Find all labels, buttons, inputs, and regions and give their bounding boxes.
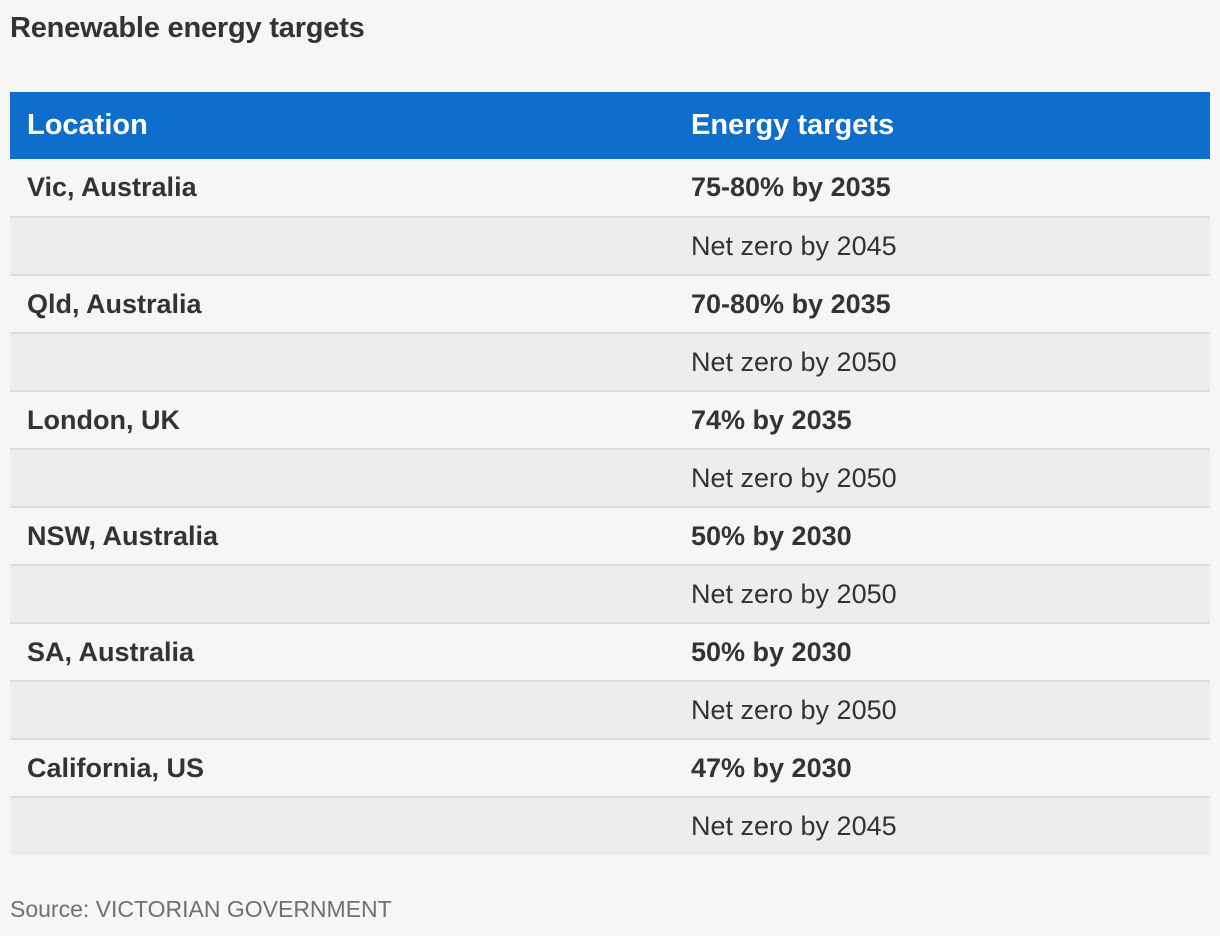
table-body: Vic, Australia 75-80% by 2035 Net zero b… [10,159,1210,855]
table-row: Net zero by 2050 [10,680,1210,739]
location-cell: Qld, Australia [10,274,674,333]
chart-title: Renewable energy targets [10,12,365,44]
location-cell: SA, Australia [10,622,674,681]
table-header: Location Energy targets [10,92,1210,159]
table-row: California, US 47% by 2030 [10,738,1210,797]
target-cell: 50% by 2030 [674,506,1210,565]
table-row: Net zero by 2050 [10,564,1210,623]
location-cell [10,332,674,391]
target-cell: Net zero by 2050 [674,564,1210,623]
target-cell: 50% by 2030 [674,622,1210,681]
table-row: Net zero by 2045 [10,796,1210,855]
table-row: Net zero by 2050 [10,448,1210,507]
table-row: Vic, Australia 75-80% by 2035 [10,159,1210,217]
column-header-location: Location [27,109,148,141]
location-cell: London, UK [10,390,674,449]
target-cell: 70-80% by 2035 [674,274,1210,333]
location-cell [10,216,674,275]
location-cell [10,680,674,739]
table-row: SA, Australia 50% by 2030 [10,622,1210,681]
table-row: Qld, Australia 70-80% by 2035 [10,274,1210,333]
column-header-energy-targets: Energy targets [691,109,895,141]
target-cell: Net zero by 2050 [674,448,1210,507]
location-cell: California, US [10,738,674,797]
target-cell: Net zero by 2050 [674,680,1210,739]
location-cell [10,448,674,507]
location-cell [10,564,674,623]
table-row: NSW, Australia 50% by 2030 [10,506,1210,565]
target-cell: Net zero by 2045 [674,216,1210,275]
target-cell: 47% by 2030 [674,738,1210,797]
energy-targets-table: Location Energy targets Vic, Australia 7… [10,92,1210,855]
table-row: Net zero by 2050 [10,332,1210,391]
table-row: London, UK 74% by 2035 [10,390,1210,449]
target-cell: Net zero by 2045 [674,796,1210,855]
location-cell: NSW, Australia [10,506,674,565]
target-cell: 74% by 2035 [674,390,1210,449]
target-cell: Net zero by 2050 [674,332,1210,391]
target-cell: 75-80% by 2035 [691,172,891,202]
source-note: Source: VICTORIAN GOVERNMENT [10,896,392,922]
header-row: Location Energy targets [10,92,1210,159]
table-row: Net zero by 2045 [10,216,1210,275]
location-cell: Vic, Australia [27,172,197,202]
location-cell [10,796,674,855]
